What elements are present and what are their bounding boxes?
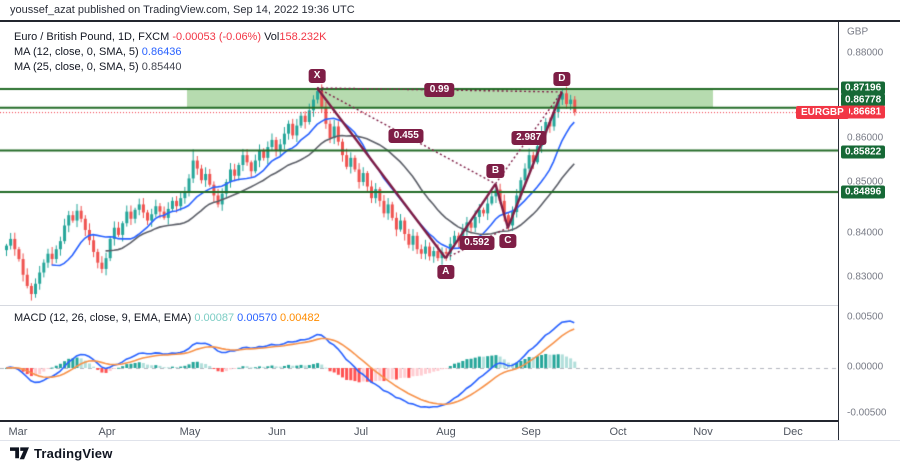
macd-signal-value: 0.00482: [280, 312, 320, 324]
ma25-value: 0.85440: [141, 61, 182, 73]
pattern-ratio-badge: 2.987: [511, 130, 547, 145]
time-axis-month-label: May: [179, 426, 201, 438]
time-axis-month-label: Oct: [609, 426, 627, 438]
brand-name: TradingView: [34, 446, 113, 461]
price-axis-label: 0.00000: [847, 361, 884, 373]
level-price-badge: 0.86778: [841, 93, 886, 107]
macd-legend: MACD (12, 26, close, 9, EMA, EMA) 0.0008…: [14, 312, 320, 324]
pattern-ratio-badge: 0.592: [459, 235, 495, 250]
price-axis[interactable]: GBP 0.88000 0.86000 0.85000 0.84000 0.83000 0…: [838, 22, 900, 440]
ma25-legend-row: MA (25, close, 0, SMA, 5) 0.85440: [14, 60, 326, 75]
time-axis-month-label: Mar: [8, 426, 28, 438]
time-axis[interactable]: Mar Apr May Jun Jul Aug Sep Oct Nov Dec: [0, 420, 838, 442]
ma12-label: MA (12, close, 0, SMA, 5): [14, 46, 139, 58]
price-axis-label: 0.00500: [847, 311, 884, 323]
level-price-badge: 0.85822: [841, 145, 886, 159]
level-price-badge: 0.84896: [841, 185, 886, 199]
pattern-point-badge-d: D: [553, 71, 571, 86]
pattern-ratio-badge: 0.455: [388, 128, 424, 143]
time-axis-month-label: Aug: [436, 426, 456, 438]
time-axis-month-label: Jul: [353, 426, 369, 438]
price-chart-canvas[interactable]: [0, 22, 838, 305]
price-change: -0.00053 (-0.06%): [172, 31, 262, 43]
pattern-ratio-badge: 0.99: [424, 82, 455, 97]
header-separator: [0, 20, 900, 22]
ma12-legend-row: MA (12, close, 0, SMA, 5) 0.86436: [14, 45, 326, 60]
level-price-badge: 0.87196: [841, 81, 886, 95]
tradingview-logo-icon: [10, 447, 29, 460]
time-axis-month-label: Dec: [783, 426, 803, 438]
price-axis-label: 0.84000: [847, 227, 884, 239]
price-axis-label: -0.00500: [847, 407, 887, 419]
macd-line-value: 0.00570: [237, 312, 277, 324]
price-axis-label: 0.83000: [847, 271, 884, 283]
pattern-point-badge-b: B: [486, 163, 505, 178]
macd-hist-value: 0.00087: [194, 312, 235, 324]
currency-label: GBP: [847, 26, 869, 38]
symbol-legend-row: Euro / British Pound, 1D, FXCM -0.00053 …: [14, 30, 326, 45]
chart-area: Euro / British Pound, 1D, FXCM -0.00053 …: [0, 22, 849, 442]
pattern-point-badge-a: A: [437, 265, 455, 280]
macd-title: MACD (12, 26, close, 9, EMA, EMA): [14, 312, 192, 324]
price-axis-label: 0.88000: [847, 47, 884, 59]
axis-bottom-separator: [0, 440, 900, 441]
price-line-symbol-badge: EURGBP: [796, 106, 849, 119]
price-axis-label: 0.85000: [847, 176, 884, 188]
footer-branding: TradingView: [10, 446, 113, 461]
macd-pane-canvas[interactable]: [0, 305, 838, 420]
time-axis-month-label: Jun: [268, 426, 286, 438]
pattern-point-badge-x: X: [308, 68, 326, 83]
ma12-value: 0.86436: [141, 46, 182, 58]
time-axis-month-label: Apr: [98, 426, 116, 438]
current-price-badge: 0.86681: [841, 105, 886, 119]
pattern-point-badge-c: C: [499, 233, 517, 248]
symbol-title: Euro / British Pound, 1D, FXCM: [14, 31, 170, 43]
time-axis-month-label: Nov: [693, 426, 713, 438]
volume-label: Vol: [264, 31, 280, 43]
published-header: youssef_azat published on TradingView.co…: [10, 4, 355, 16]
price-axis-label: 0.86000: [847, 132, 884, 144]
time-axis-month-label: Sep: [521, 426, 541, 438]
chart-legend: Euro / British Pound, 1D, FXCM -0.00053 …: [14, 30, 326, 75]
volume-value: 158.232K: [279, 31, 327, 43]
ma25-label: MA (25, close, 0, SMA, 5): [14, 61, 139, 73]
